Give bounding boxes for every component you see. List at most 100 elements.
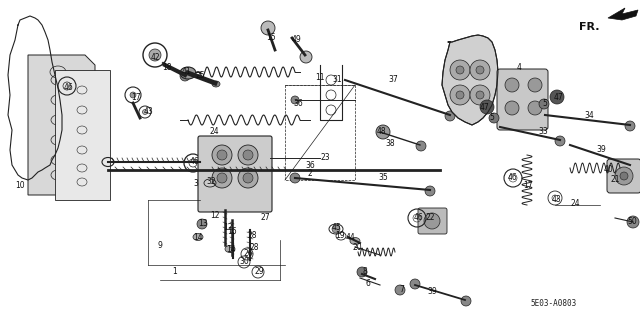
- Circle shape: [450, 85, 470, 105]
- Circle shape: [217, 150, 227, 160]
- Text: 18: 18: [163, 63, 172, 72]
- Text: 42: 42: [150, 53, 160, 62]
- Circle shape: [238, 145, 258, 165]
- Text: 13: 13: [198, 219, 208, 228]
- Text: 9: 9: [157, 241, 163, 250]
- FancyBboxPatch shape: [198, 136, 272, 212]
- Text: 26: 26: [243, 249, 253, 258]
- Circle shape: [627, 216, 639, 228]
- Text: 48: 48: [376, 128, 386, 137]
- Circle shape: [332, 225, 340, 233]
- Text: 5: 5: [490, 113, 495, 122]
- Text: 37: 37: [388, 76, 398, 85]
- Circle shape: [528, 78, 542, 92]
- Text: 15: 15: [266, 33, 276, 41]
- Circle shape: [130, 92, 136, 98]
- Text: 11: 11: [316, 73, 324, 83]
- Text: 46: 46: [413, 213, 423, 222]
- Text: 7: 7: [399, 285, 404, 293]
- Polygon shape: [55, 70, 110, 200]
- Circle shape: [476, 66, 484, 74]
- Text: 40: 40: [603, 165, 613, 174]
- Circle shape: [291, 96, 299, 104]
- Text: 3: 3: [193, 179, 198, 188]
- Circle shape: [620, 172, 628, 180]
- Text: 39: 39: [596, 145, 606, 153]
- Ellipse shape: [225, 246, 235, 253]
- Text: 32: 32: [206, 176, 216, 186]
- Text: 47: 47: [480, 102, 490, 112]
- Circle shape: [290, 173, 300, 183]
- Text: 29: 29: [254, 266, 264, 276]
- Polygon shape: [442, 35, 498, 125]
- Circle shape: [489, 113, 499, 123]
- Text: 10: 10: [15, 181, 25, 189]
- Ellipse shape: [350, 238, 360, 244]
- Text: 39: 39: [427, 287, 437, 296]
- Text: 46: 46: [508, 174, 518, 182]
- Text: 34: 34: [584, 110, 594, 120]
- Circle shape: [480, 100, 494, 114]
- Text: 43: 43: [143, 107, 153, 115]
- Text: 28: 28: [247, 231, 257, 240]
- Text: 16: 16: [227, 227, 237, 236]
- Circle shape: [261, 21, 275, 35]
- Circle shape: [357, 267, 367, 277]
- Text: 20: 20: [352, 242, 362, 251]
- Text: 47: 47: [554, 93, 564, 102]
- Text: 49: 49: [291, 35, 301, 44]
- Text: 28: 28: [249, 243, 259, 253]
- Text: 33: 33: [538, 127, 548, 136]
- Text: 36: 36: [305, 160, 315, 169]
- Circle shape: [615, 167, 633, 185]
- Circle shape: [470, 85, 490, 105]
- Circle shape: [539, 99, 549, 109]
- Circle shape: [300, 51, 312, 63]
- Circle shape: [445, 111, 455, 121]
- Text: 12: 12: [223, 224, 233, 233]
- Text: FR.: FR.: [579, 22, 600, 32]
- Circle shape: [505, 78, 519, 92]
- Text: 50: 50: [627, 217, 637, 226]
- Text: 36: 36: [293, 99, 303, 108]
- Circle shape: [243, 150, 253, 160]
- Circle shape: [505, 101, 519, 115]
- Text: 38: 38: [385, 138, 395, 147]
- Circle shape: [476, 91, 484, 99]
- Text: 27: 27: [260, 213, 270, 222]
- Text: 43: 43: [551, 195, 561, 204]
- Circle shape: [180, 71, 190, 81]
- Circle shape: [550, 90, 564, 104]
- Text: 5E03-A0803: 5E03-A0803: [530, 299, 576, 308]
- Ellipse shape: [180, 67, 196, 79]
- Text: 24: 24: [209, 127, 219, 136]
- Circle shape: [238, 168, 258, 188]
- Text: 5: 5: [543, 99, 547, 108]
- Text: 45: 45: [332, 224, 342, 233]
- Circle shape: [425, 186, 435, 196]
- FancyBboxPatch shape: [497, 69, 548, 130]
- Text: 14: 14: [226, 244, 236, 254]
- Circle shape: [376, 125, 390, 139]
- Circle shape: [410, 279, 420, 289]
- Text: 22: 22: [425, 213, 435, 222]
- Circle shape: [212, 168, 232, 188]
- Text: 44: 44: [345, 233, 355, 241]
- Circle shape: [197, 219, 207, 229]
- Polygon shape: [28, 55, 95, 195]
- Text: 35: 35: [378, 174, 388, 182]
- Circle shape: [416, 141, 426, 151]
- Text: 30: 30: [239, 256, 249, 265]
- Text: 25: 25: [195, 70, 205, 79]
- Circle shape: [625, 121, 635, 131]
- Circle shape: [243, 173, 253, 183]
- Text: 24: 24: [570, 198, 580, 207]
- Circle shape: [470, 60, 490, 80]
- Text: 1: 1: [173, 268, 177, 277]
- FancyBboxPatch shape: [418, 208, 447, 234]
- Circle shape: [456, 66, 464, 74]
- Text: 19: 19: [335, 232, 345, 241]
- Circle shape: [217, 173, 227, 183]
- Circle shape: [143, 109, 147, 115]
- Text: 17: 17: [131, 93, 141, 101]
